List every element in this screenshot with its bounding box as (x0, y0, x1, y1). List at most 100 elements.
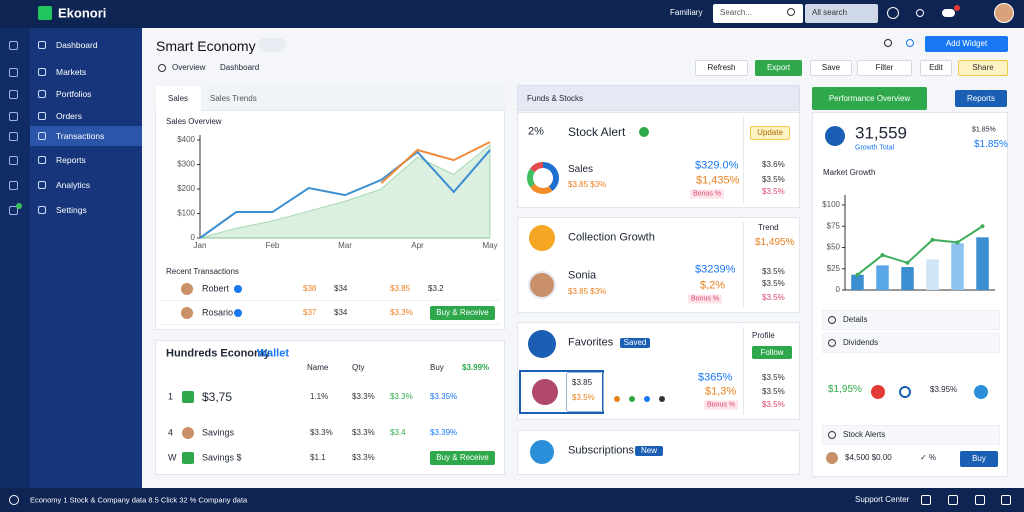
column-header: Buy (430, 363, 444, 372)
list-row (822, 333, 1000, 353)
avatar (994, 3, 1014, 23)
card-value: $1,3% (705, 385, 737, 398)
verified-icon (234, 309, 242, 317)
footer-icon (1001, 495, 1011, 505)
sidebar-item[interactable]: Markets (56, 66, 87, 77)
card-divider (743, 222, 744, 308)
badge[interactable]: Saved (620, 338, 650, 348)
sidebar-item[interactable]: Settings (56, 204, 87, 215)
column-header: Qty (352, 363, 365, 372)
sidebar-item[interactable]: Reports (56, 154, 86, 165)
action-button[interactable]: Filter (857, 60, 912, 76)
button-label: Share (972, 63, 994, 72)
card-title: Subscriptions (568, 444, 635, 457)
side-value: $3.5% (762, 400, 785, 409)
action-button[interactable]: Buy & Receive (430, 451, 495, 465)
sidebar-icon (38, 156, 46, 164)
badge-dot (639, 127, 649, 137)
action-button[interactable]: Share (958, 60, 1008, 76)
row-cell: $3.2 (428, 284, 444, 293)
action-button[interactable]: Save (810, 60, 852, 76)
support[interactable]: Support Center (855, 495, 910, 504)
side-value: $3.5% (762, 175, 785, 184)
button-label: Update (757, 128, 783, 137)
card-label: Sales (568, 164, 594, 175)
list-icon (828, 431, 836, 439)
person-avatar (528, 271, 556, 299)
tab[interactable]: Sales (168, 94, 189, 103)
list-icon (828, 316, 836, 324)
reports-button[interactable]: Reports (955, 90, 1007, 107)
account: Familiary (670, 8, 703, 17)
row-cell: $3.3% (352, 453, 375, 462)
side-value: $3.5% (762, 387, 785, 396)
row-cell: $34 (334, 308, 348, 317)
row-icon (182, 427, 194, 439)
status-dot (16, 203, 22, 209)
search-box[interactable] (713, 4, 803, 23)
rail-icon (9, 112, 18, 121)
card-icon: 2% (528, 125, 544, 138)
row-text: ✓ % (920, 453, 937, 462)
buy-button[interactable]: Buy (960, 451, 998, 467)
tab[interactable]: Sales Trends (210, 94, 257, 103)
list-label: Stock Alerts (843, 430, 886, 439)
crumb-icon (158, 64, 166, 72)
button-label: Reports (966, 94, 995, 103)
action-button[interactable]: Buy & Receive (430, 306, 495, 320)
follow-button[interactable]: Follow (752, 346, 792, 359)
dot (629, 396, 635, 402)
row-cell: $3.3% (310, 428, 333, 437)
row-icon (182, 452, 194, 464)
button-label: Saved (623, 339, 647, 347)
card-icon (528, 330, 556, 358)
sidebar-icon (38, 41, 46, 49)
dot (644, 396, 650, 402)
tool-icon (884, 39, 892, 47)
row-index: W (168, 452, 177, 463)
card-title: Collection Growth (568, 231, 655, 244)
performance-tab[interactable]: Performance Overview (812, 87, 927, 110)
badge[interactable]: Update (750, 126, 790, 140)
button-label: Save (821, 63, 841, 72)
row-name: $3,75 (202, 390, 233, 404)
card-icon (530, 440, 554, 464)
chart-title: Sales Overview (166, 117, 222, 126)
search-icon (787, 8, 795, 16)
rail-icon (9, 181, 18, 190)
sidebar-item[interactable]: Dashboard (56, 39, 98, 50)
rail-icon (9, 206, 18, 215)
sidebar-item[interactable]: Analytics (56, 179, 91, 190)
button-label: Performance Overview (828, 94, 911, 103)
badge[interactable]: New (635, 446, 663, 456)
scope-label: All search (812, 8, 848, 17)
list-icon (828, 339, 836, 347)
funds-title: Funds & Stocks (527, 94, 584, 103)
side-value: $3.5% (762, 267, 785, 276)
sidebar-item[interactable]: Portfolios (56, 88, 92, 99)
scope-select[interactable] (805, 4, 878, 23)
action-button[interactable]: Refresh (695, 60, 748, 76)
button-label: Buy & Receive (436, 453, 489, 462)
side-value: $3.5% (762, 279, 785, 288)
row-cell: $3.3% (390, 308, 413, 317)
action-button[interactable]: Export (755, 60, 802, 76)
button-label: Buy & Receive (436, 308, 489, 317)
footer (0, 488, 1024, 512)
sidebar-icon (38, 112, 46, 120)
side-value: $3.5% (762, 373, 785, 382)
add-widget[interactable]: Add Widget (925, 36, 1008, 52)
side-value: $3.5% (762, 293, 785, 302)
sidebar-item[interactable]: Transactions (56, 130, 105, 141)
row-icon (182, 391, 194, 403)
title-chip (258, 38, 286, 52)
row-cell: $1.1 (310, 453, 326, 462)
footer-icon (975, 495, 985, 505)
sidebar-item[interactable]: Orders (56, 110, 82, 121)
card-sub: $3.5% (572, 393, 595, 402)
action-button[interactable]: Edit (920, 60, 952, 76)
card-value: Bonus % (690, 189, 725, 199)
clock-icon (887, 7, 899, 19)
card-divider (743, 117, 744, 203)
row-divider (160, 324, 500, 325)
